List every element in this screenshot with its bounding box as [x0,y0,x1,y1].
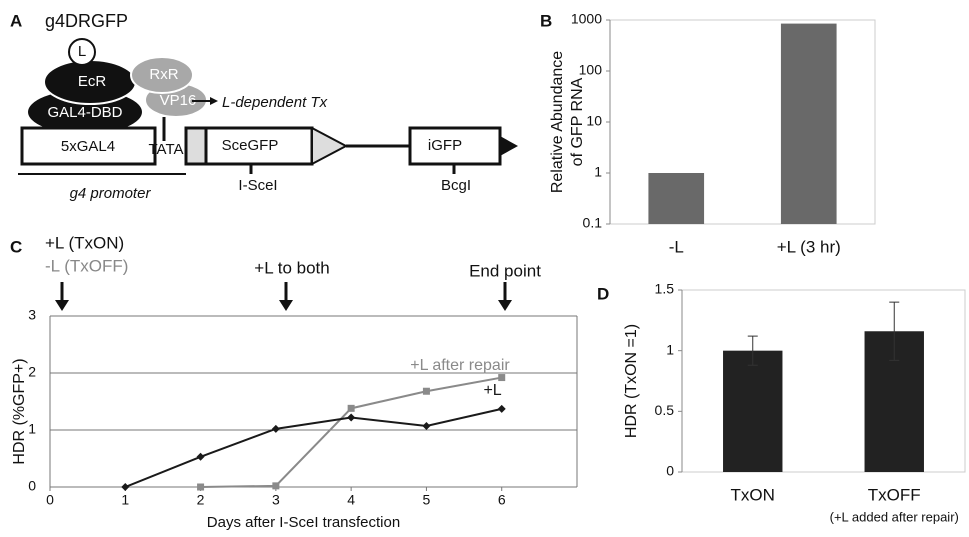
panel-label: D [597,284,609,303]
ligand-label: L [78,43,86,60]
promoter-label: g4 promoter [70,185,152,202]
rxr-label: RxR [149,66,178,83]
tata-label: TATA [149,141,184,158]
bar [648,173,705,224]
rxr-shape [130,56,194,94]
point [271,424,280,433]
scegfp-arrow [311,126,349,166]
x-tick-label: 5 [423,492,431,508]
point [347,404,355,412]
series-label: +L after repair [410,357,510,374]
x-tick-label: 6 [498,492,506,508]
x-tick-label: +L (3 hr) [777,237,841,256]
x-tick-label: 0 [46,492,54,508]
bar [780,23,837,224]
x-axis-label: Days after I-SceI transfection [207,514,400,531]
ecr-label: EcR [78,73,107,90]
site-label: BcgI [441,177,471,194]
time-arrow-head [55,300,69,311]
point [497,404,506,413]
y-axis-label: HDR (%GFP+) [11,358,28,464]
point [196,452,205,461]
vp16-label: VP16 [160,92,197,109]
y-axis-label: of GFP RNA [569,77,586,166]
y-tick-label: 1 [666,341,674,357]
point [422,387,430,395]
category-note: (+L added after repair) [830,509,959,524]
scegfp-start [184,126,208,166]
y-tick-label: 10 [586,113,602,129]
construct-title: g4DRGFP [45,11,128,31]
time-arrow-head [498,300,512,311]
arrow-head [210,97,218,105]
x-tick-label: TxOFF [868,485,921,504]
panel-label: B [540,11,552,30]
y-tick-label: 1 [594,164,602,180]
annotation: End point [469,261,541,280]
series-label: +L [483,382,501,399]
uas-box [20,126,157,166]
series-line [124,407,502,488]
annotation: +L to both [254,258,329,277]
y-axis-label: Relative Abundance [549,51,566,193]
x-tick-label: TxON [731,485,775,504]
annotation: +L (TxON) [45,233,124,252]
y-tick-label: 3 [28,307,36,323]
point [272,482,280,490]
point [498,374,506,382]
y-tick-label: 1000 [571,11,602,27]
x-tick-label: 3 [272,492,280,508]
panel-label: A [10,11,22,30]
y-tick-label: 0 [666,463,674,479]
y-tick-label: 0.1 [583,215,603,231]
y-tick-label: 1.5 [655,281,675,297]
y-tick-label: 0.5 [655,402,675,418]
bar [723,350,783,472]
panel-label: C [10,237,22,256]
tx-label: L-dependent Tx [222,94,328,111]
x-tick-label: 2 [197,492,205,508]
point [121,483,130,491]
x-tick-label: -L [669,237,684,256]
point [197,483,205,491]
y-tick-label: 1 [28,421,36,437]
y-tick-label: 0 [28,478,36,494]
series-line [200,376,502,488]
point [347,413,356,422]
point [422,422,431,431]
y-tick-label: 2 [28,364,36,380]
uas-label: 5xGAL4 [61,138,115,155]
ligand-shape [68,38,96,66]
site-label: I-SceI [238,177,277,194]
igfp-label: iGFP [428,137,462,154]
x-tick-label: 1 [121,492,129,508]
annotation: -L (TxOFF) [45,256,128,275]
gal4-dbd-label: GAL4-DBD [47,104,122,121]
x-tick-label: 4 [347,492,355,508]
scegfp-label: SceGFP [222,137,279,154]
y-axis-label: HDR (TxON =1) [623,324,640,438]
igfp-arrow [500,136,518,156]
time-arrow-head [279,300,293,311]
y-tick-label: 100 [579,62,603,78]
